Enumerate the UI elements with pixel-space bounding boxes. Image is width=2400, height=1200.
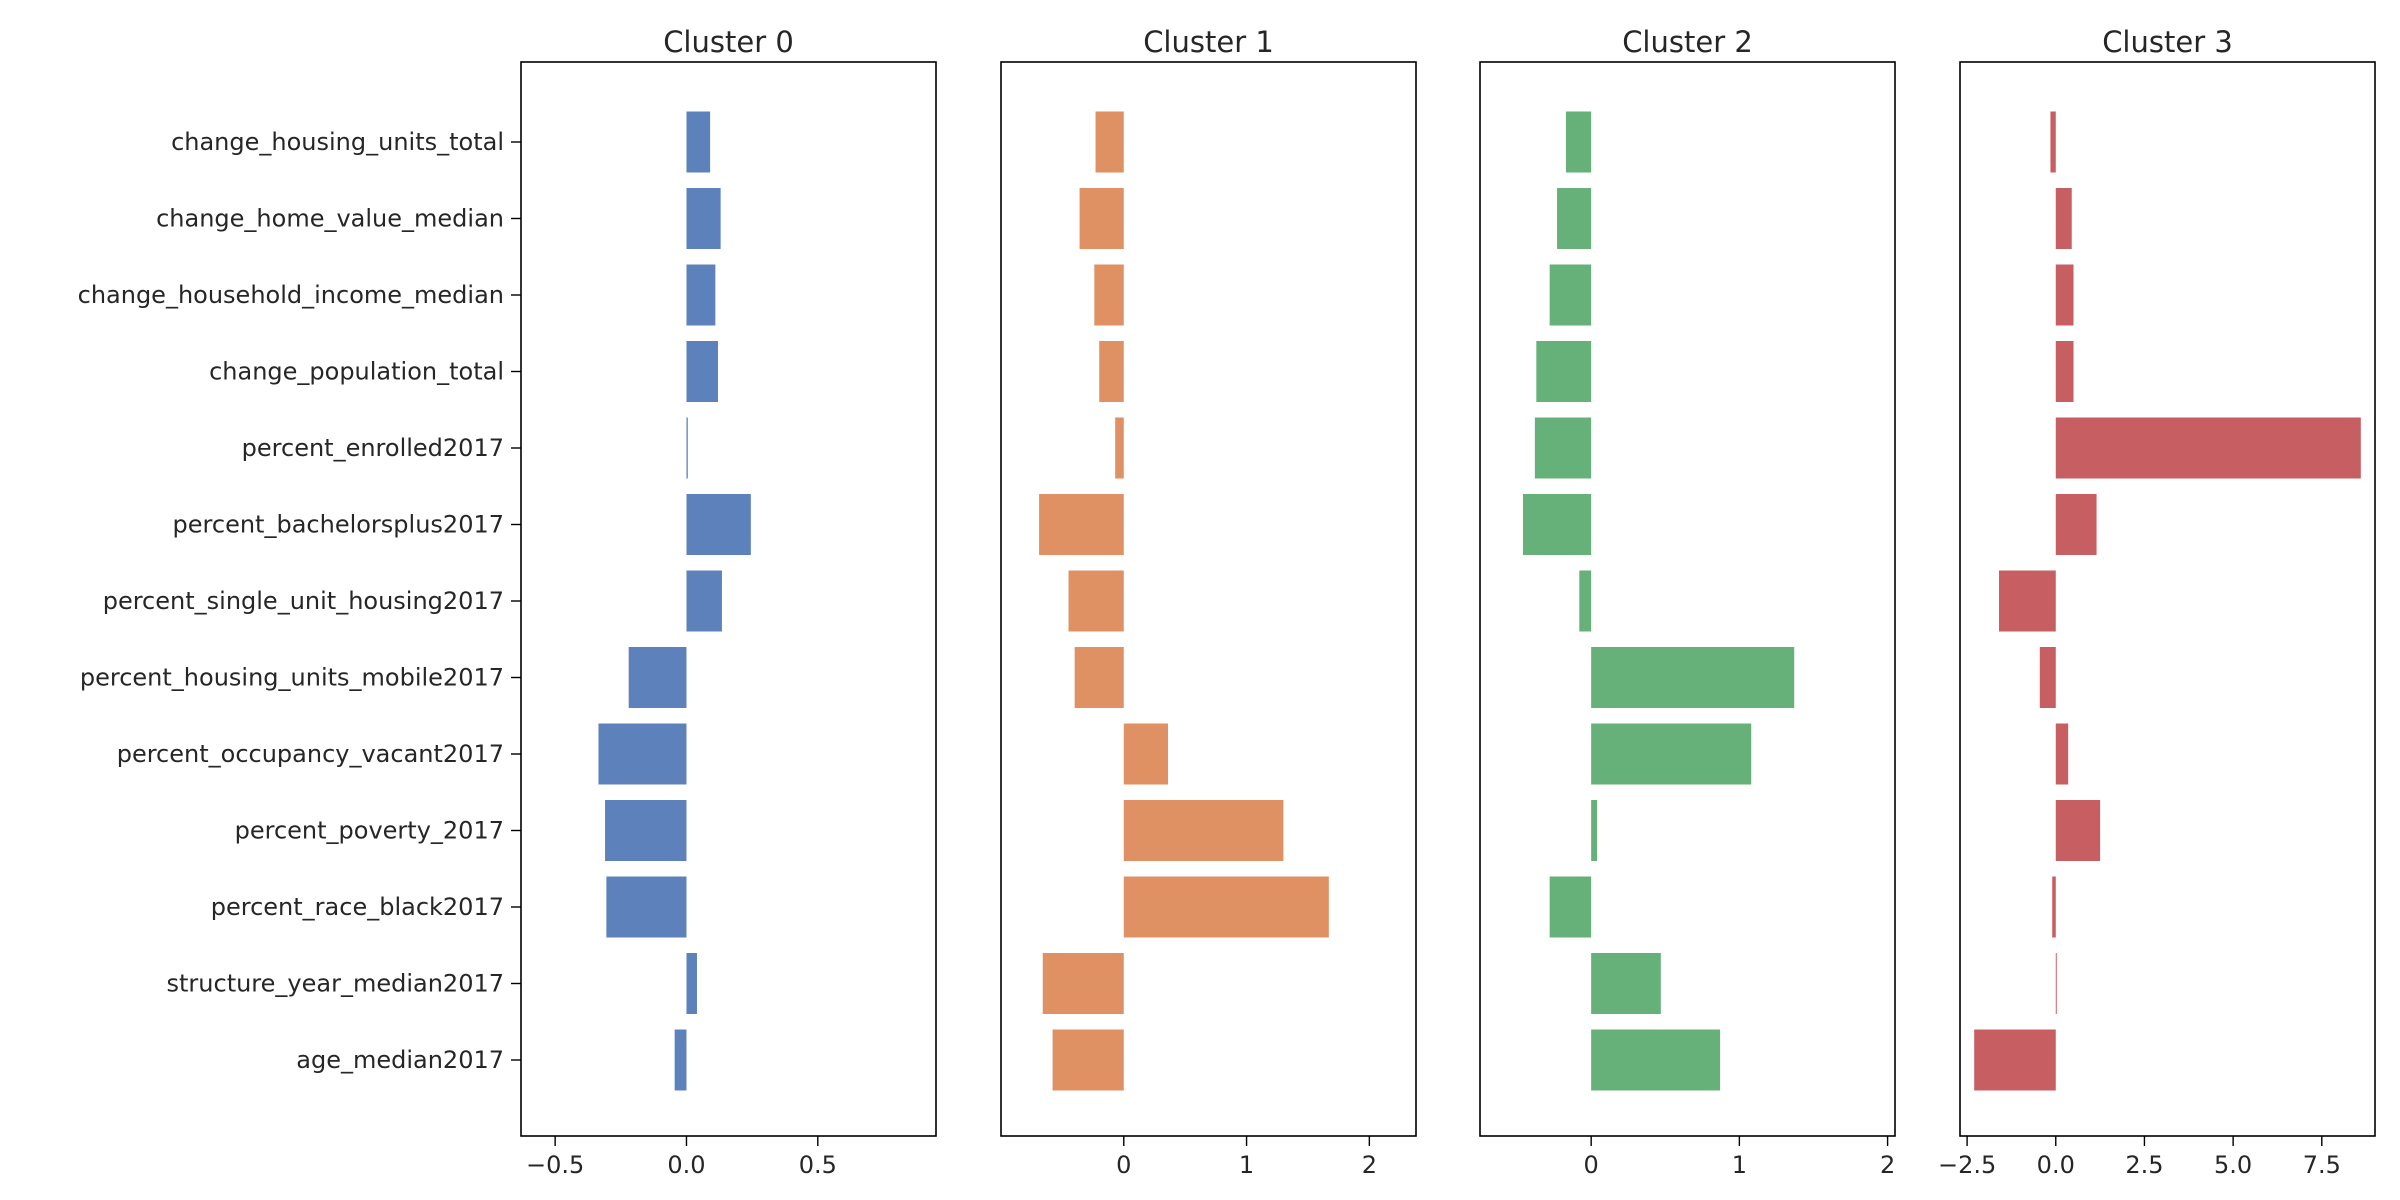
panel-title: Cluster 0	[663, 25, 794, 59]
bar	[1565, 111, 1592, 173]
bar	[1099, 341, 1124, 402]
x-tick-label: 0.5	[799, 1151, 837, 1179]
axes-frame	[1959, 61, 2376, 1137]
bar	[605, 800, 687, 861]
bar	[2055, 800, 2101, 861]
category-label: percent_housing_units_mobile2017	[80, 664, 504, 692]
cluster-panel: Cluster 3 −2.5 0.0 2.5 5.0 7.5	[1938, 25, 2376, 1179]
axes-frame	[1479, 61, 1896, 1137]
bar	[686, 953, 697, 1014]
bar	[1549, 876, 1592, 938]
x-tick-label: 5.0	[2214, 1151, 2252, 1179]
bar	[1591, 800, 1598, 861]
bar	[2055, 341, 2074, 402]
bar	[2039, 647, 2056, 708]
bar	[686, 111, 711, 173]
bar	[1123, 800, 1284, 861]
x-tick-label: 7.5	[2303, 1151, 2341, 1179]
bar	[598, 723, 687, 785]
category-label: percent_race_black2017	[211, 893, 504, 921]
x-tick-label: −2.5	[1938, 1151, 1996, 1179]
category-label: change_housing_units_total	[171, 128, 504, 156]
bar	[2055, 723, 2069, 785]
bar	[1522, 494, 1592, 555]
bar	[1591, 1029, 1721, 1091]
bar	[686, 417, 688, 479]
bar	[686, 188, 721, 249]
bar	[1974, 1029, 2056, 1091]
x-tick-label: 2	[1362, 1151, 1377, 1179]
bar	[1549, 264, 1592, 326]
bar	[2055, 417, 2361, 479]
bar	[1536, 341, 1592, 402]
bar	[2050, 111, 2056, 173]
bar	[2055, 264, 2074, 326]
bar	[686, 341, 718, 402]
category-label: structure_year_median2017	[167, 970, 505, 998]
x-tick-label: 0	[1116, 1151, 1131, 1179]
bar	[674, 1029, 687, 1091]
bar	[686, 494, 751, 555]
axes-frame	[520, 61, 937, 1137]
category-label: percent_occupancy_vacant2017	[117, 740, 504, 768]
bar	[2052, 876, 2056, 938]
bar	[1094, 264, 1124, 326]
category-label: percent_poverty_2017	[235, 817, 504, 845]
bar	[1557, 188, 1592, 249]
bar	[1123, 876, 1329, 938]
bar	[1591, 723, 1752, 785]
bar	[1591, 953, 1661, 1014]
axes-frame	[1000, 61, 1417, 1137]
category-label: percent_enrolled2017	[242, 434, 504, 462]
panel-title: Cluster 3	[2102, 25, 2233, 59]
bar	[2055, 953, 2057, 1014]
category-label: age_median2017	[296, 1046, 504, 1074]
panel-title: Cluster 2	[1622, 25, 1753, 59]
x-tick-label: 1	[1732, 1151, 1747, 1179]
bar	[686, 570, 722, 632]
bar	[686, 264, 716, 326]
x-tick-label: −0.5	[526, 1151, 584, 1179]
x-tick-label: 2	[1880, 1151, 1895, 1179]
bar	[1074, 647, 1124, 708]
bar	[2055, 494, 2097, 555]
category-label: change_household_income_median	[78, 281, 504, 309]
bar	[1079, 188, 1124, 249]
cluster-panel: Cluster 1 0 1 2	[1000, 25, 1417, 1179]
bar	[1591, 647, 1795, 708]
bar	[606, 876, 687, 938]
panel-title: Cluster 1	[1143, 25, 1274, 59]
bar	[1999, 570, 2056, 632]
bar	[1039, 494, 1124, 555]
x-tick-label: 0	[1584, 1151, 1599, 1179]
bar	[1123, 723, 1168, 785]
x-tick-label: 0.0	[2037, 1151, 2075, 1179]
category-label: change_home_value_median	[156, 205, 504, 233]
category-label: percent_bachelorsplus2017	[173, 511, 504, 539]
bar	[1579, 570, 1592, 632]
cluster-panel: Cluster 2 0 1 2	[1479, 25, 1896, 1179]
bar	[1068, 570, 1124, 632]
x-tick-label: 2.5	[2125, 1151, 2163, 1179]
x-tick-label: 0.0	[667, 1151, 705, 1179]
category-labels: change_housing_units_total change_home_va…	[78, 128, 521, 1074]
bar	[1095, 111, 1124, 173]
bar	[2055, 188, 2072, 249]
bar	[628, 647, 687, 708]
category-label: change_population_total	[209, 358, 504, 386]
bar	[1042, 953, 1124, 1014]
bar	[1115, 417, 1124, 479]
category-label: percent_single_unit_housing2017	[103, 587, 504, 615]
bar	[1052, 1029, 1124, 1091]
bar	[1534, 417, 1592, 479]
cluster-panel: Cluster 0 −0.5 0.0 0.5	[520, 25, 937, 1179]
x-tick-label: 1	[1239, 1151, 1254, 1179]
